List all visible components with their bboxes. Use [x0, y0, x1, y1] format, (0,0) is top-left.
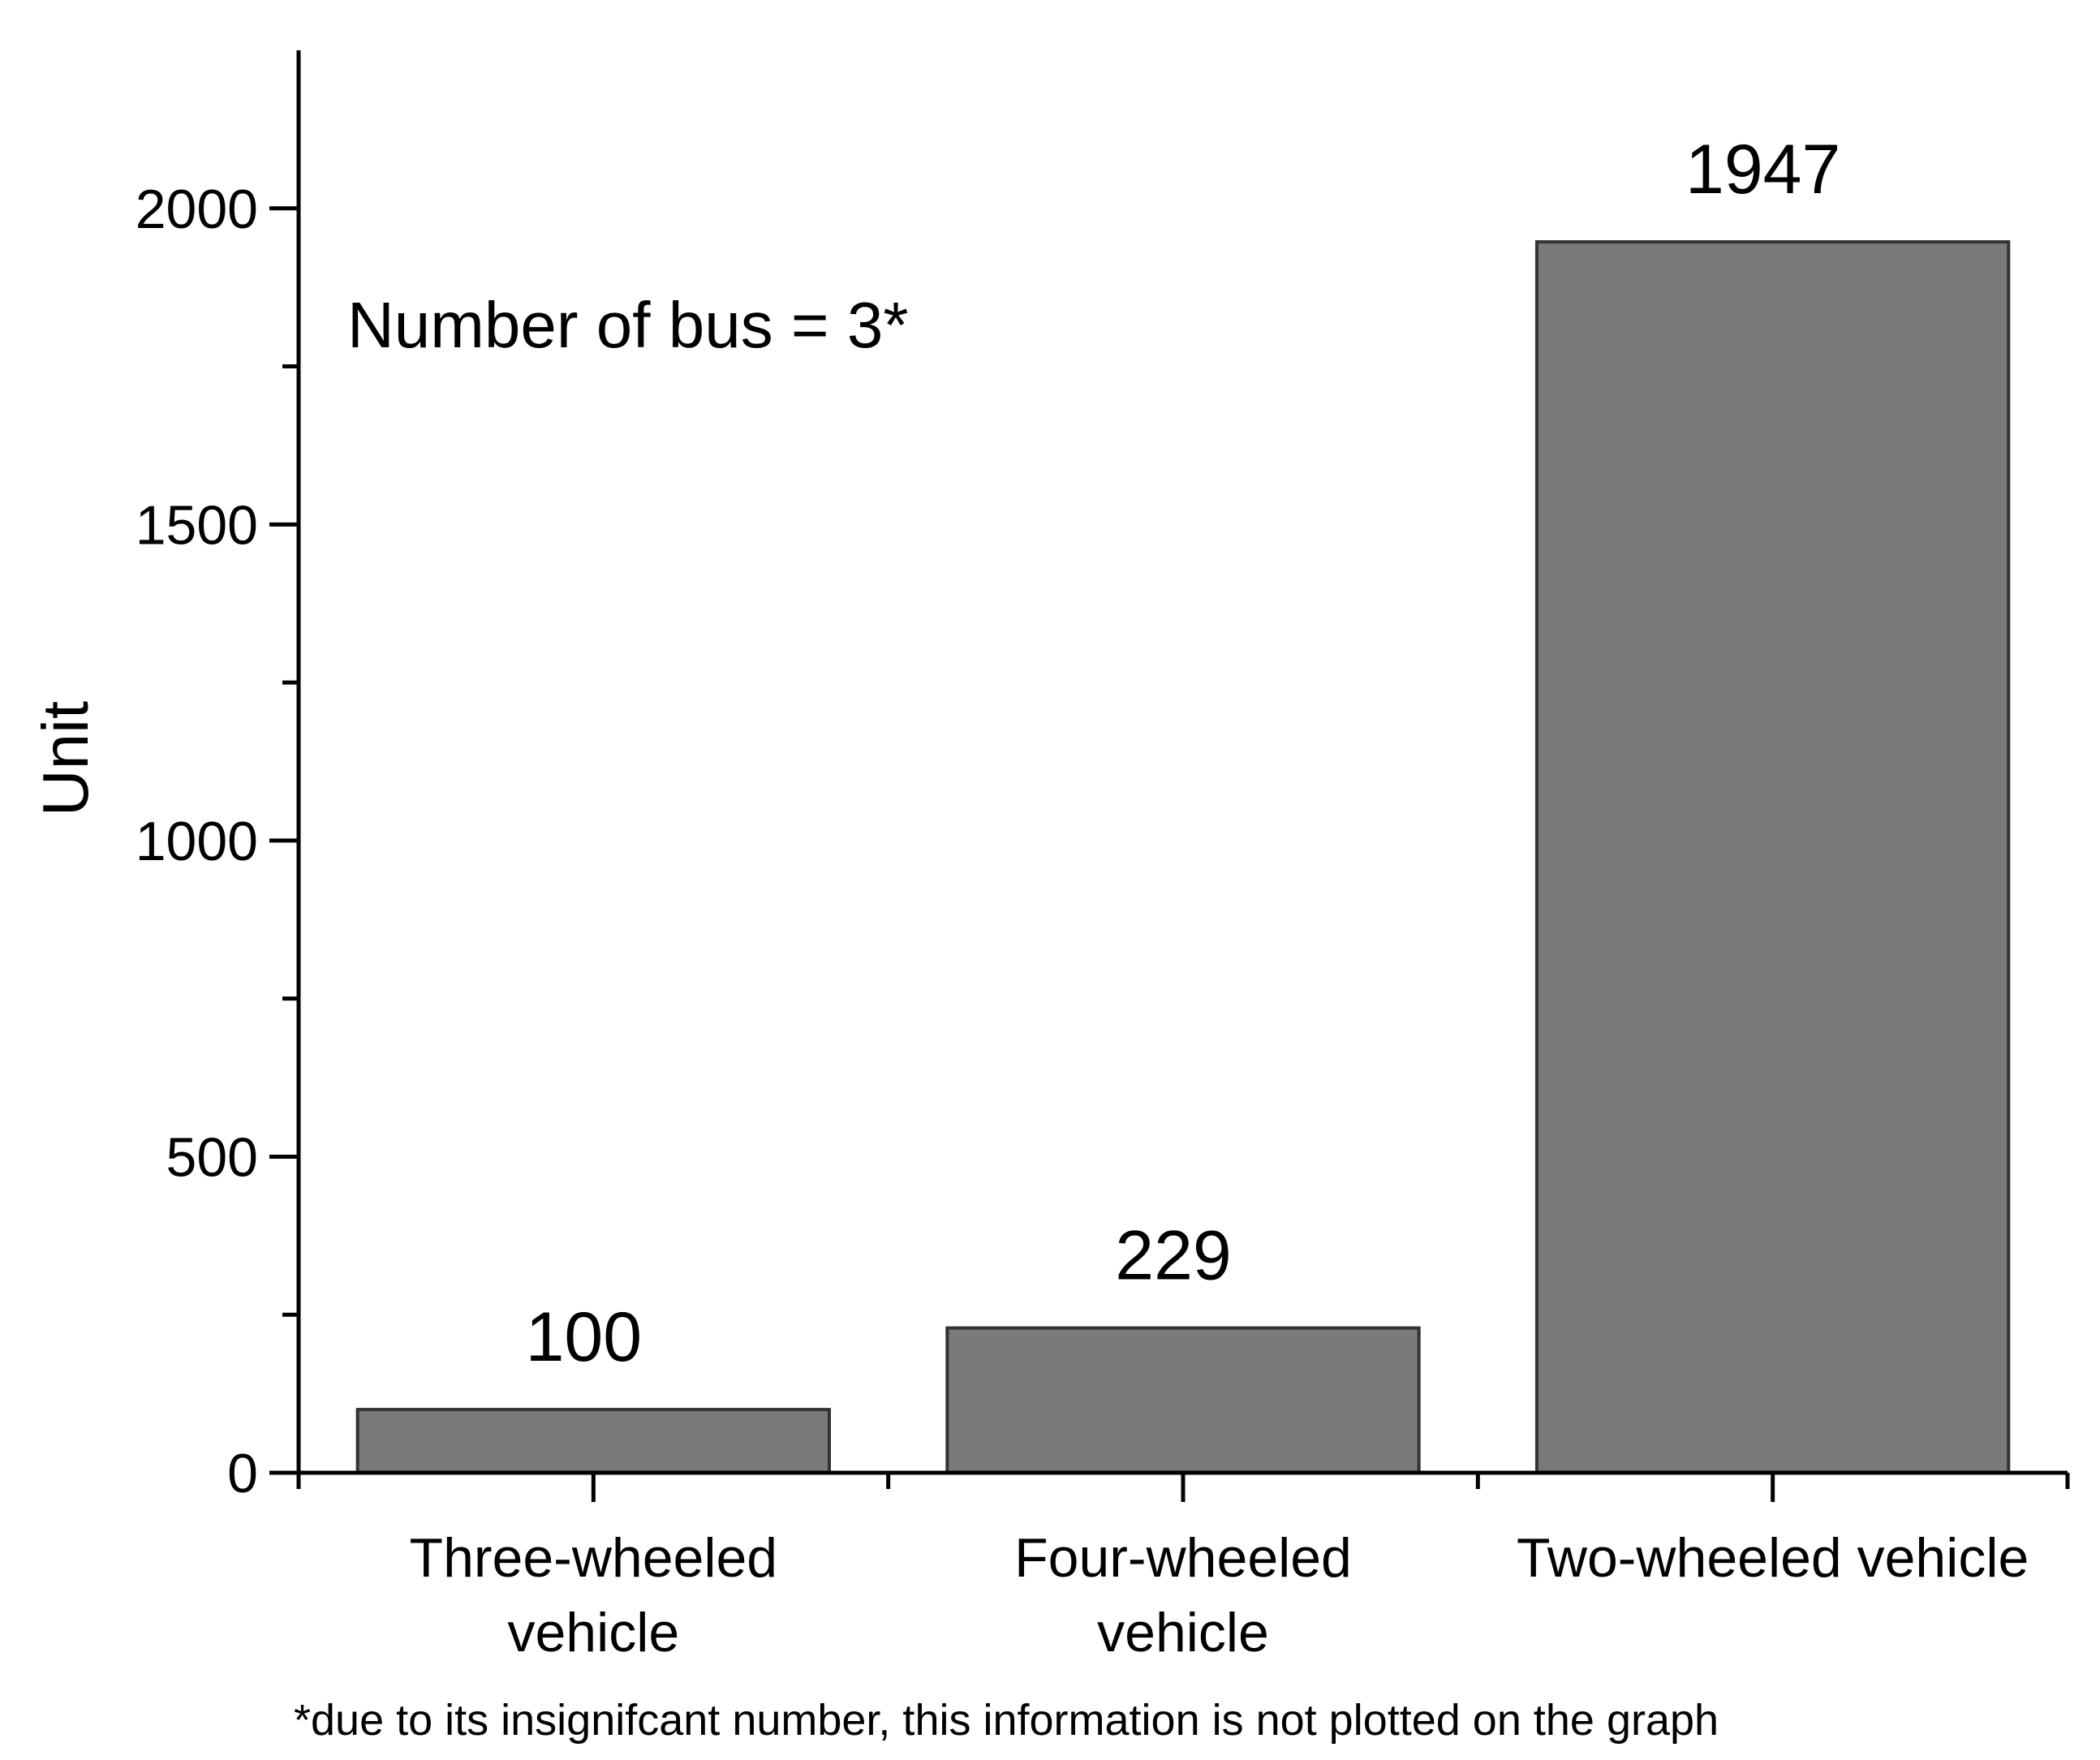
bar-value-label: 1947: [1685, 131, 1840, 209]
value-labels-group: 100 229 1947: [526, 131, 1841, 1376]
y-tick-label: 1500: [136, 494, 258, 556]
x-category-label: vehicle: [1097, 1602, 1269, 1663]
bar-value-label: 100: [526, 1298, 643, 1376]
y-tick-label: 1000: [136, 811, 258, 872]
y-axis-title: Unit: [29, 701, 101, 816]
x-category-label: Three-wheeled: [410, 1527, 778, 1589]
x-category-label: vehicle: [507, 1602, 679, 1663]
x-category-label: Two-wheeled vehicle: [1517, 1527, 2029, 1589]
category-labels-group: Three-wheeled vehicle Four-wheeled vehicle T…: [410, 1527, 2029, 1663]
x-ticks-group: [591, 1473, 2070, 1502]
y-tick-label: 2000: [136, 179, 258, 240]
y-tick-label: 500: [166, 1126, 258, 1188]
bar: [355, 1408, 831, 1474]
bar: [1535, 240, 2011, 1474]
bars-group: [355, 240, 2011, 1474]
footnote: *due to its insignifcant number, this in…: [294, 1696, 1719, 1745]
bar: [945, 1326, 1421, 1474]
y-tick-label: 0: [227, 1443, 258, 1504]
y-ticks-group: 0 500 1000 1500 2000: [136, 179, 299, 1504]
bar-value-label: 229: [1115, 1217, 1232, 1295]
bus-annotation: Number of bus = 3*: [347, 289, 908, 361]
x-category-label: Four-wheeled: [1014, 1527, 1352, 1589]
